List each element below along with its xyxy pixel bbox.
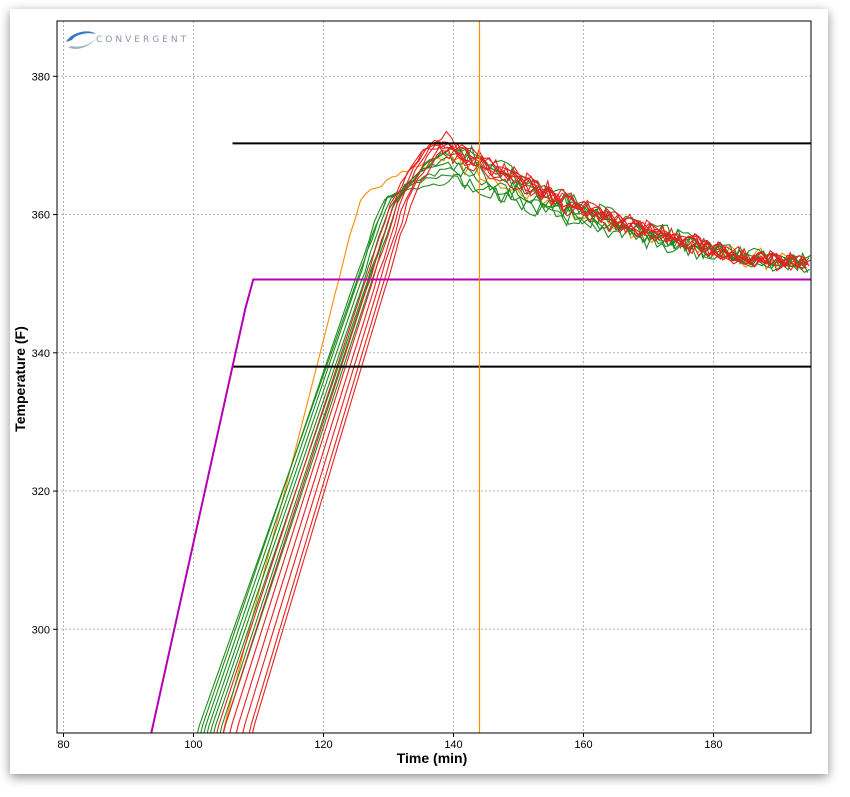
axes: 80 100 120 140 160 180 300 320 340 360 380 bbox=[32, 20, 812, 751]
x-tick-label: 120 bbox=[314, 739, 332, 751]
reference-lines bbox=[150, 21, 811, 733]
x-tick-label: 140 bbox=[444, 739, 462, 751]
chart-frame: 80 100 120 140 160 180 300 320 340 360 380 Time (m… bbox=[10, 9, 828, 774]
reference-line bbox=[150, 278, 811, 733]
grid-lines bbox=[57, 21, 811, 733]
swoosh-logo-icon bbox=[66, 31, 96, 49]
series-line bbox=[248, 142, 809, 733]
series-line bbox=[242, 141, 807, 733]
series-line bbox=[235, 130, 811, 733]
convergent-logo: CONVERGENT bbox=[66, 31, 189, 49]
x-tick-label: 180 bbox=[704, 739, 722, 751]
y-tick-label: 360 bbox=[32, 210, 50, 222]
series-line bbox=[209, 153, 811, 733]
y-tick-label: 300 bbox=[32, 624, 50, 636]
plot-background bbox=[57, 21, 811, 733]
x-tick-label: 160 bbox=[574, 739, 592, 751]
plot-border bbox=[56, 20, 812, 734]
y-tick-label: 340 bbox=[32, 348, 50, 360]
x-axis-title: Time (min) bbox=[397, 750, 468, 766]
data-series bbox=[196, 130, 811, 733]
y-tick-label: 320 bbox=[32, 486, 50, 498]
y-tick-label: 380 bbox=[32, 71, 50, 83]
logo-wordmark: CONVERGENT bbox=[96, 35, 189, 45]
series-line bbox=[222, 147, 809, 733]
series-line bbox=[252, 144, 807, 733]
plot-area bbox=[57, 21, 811, 733]
x-tick-label: 80 bbox=[57, 739, 69, 751]
x-tick-label: 100 bbox=[184, 739, 202, 751]
y-axis-title: Temperature (F) bbox=[12, 326, 28, 432]
temperature-chart: 80 100 120 140 160 180 300 320 340 360 380 Time (m… bbox=[12, 20, 812, 766]
